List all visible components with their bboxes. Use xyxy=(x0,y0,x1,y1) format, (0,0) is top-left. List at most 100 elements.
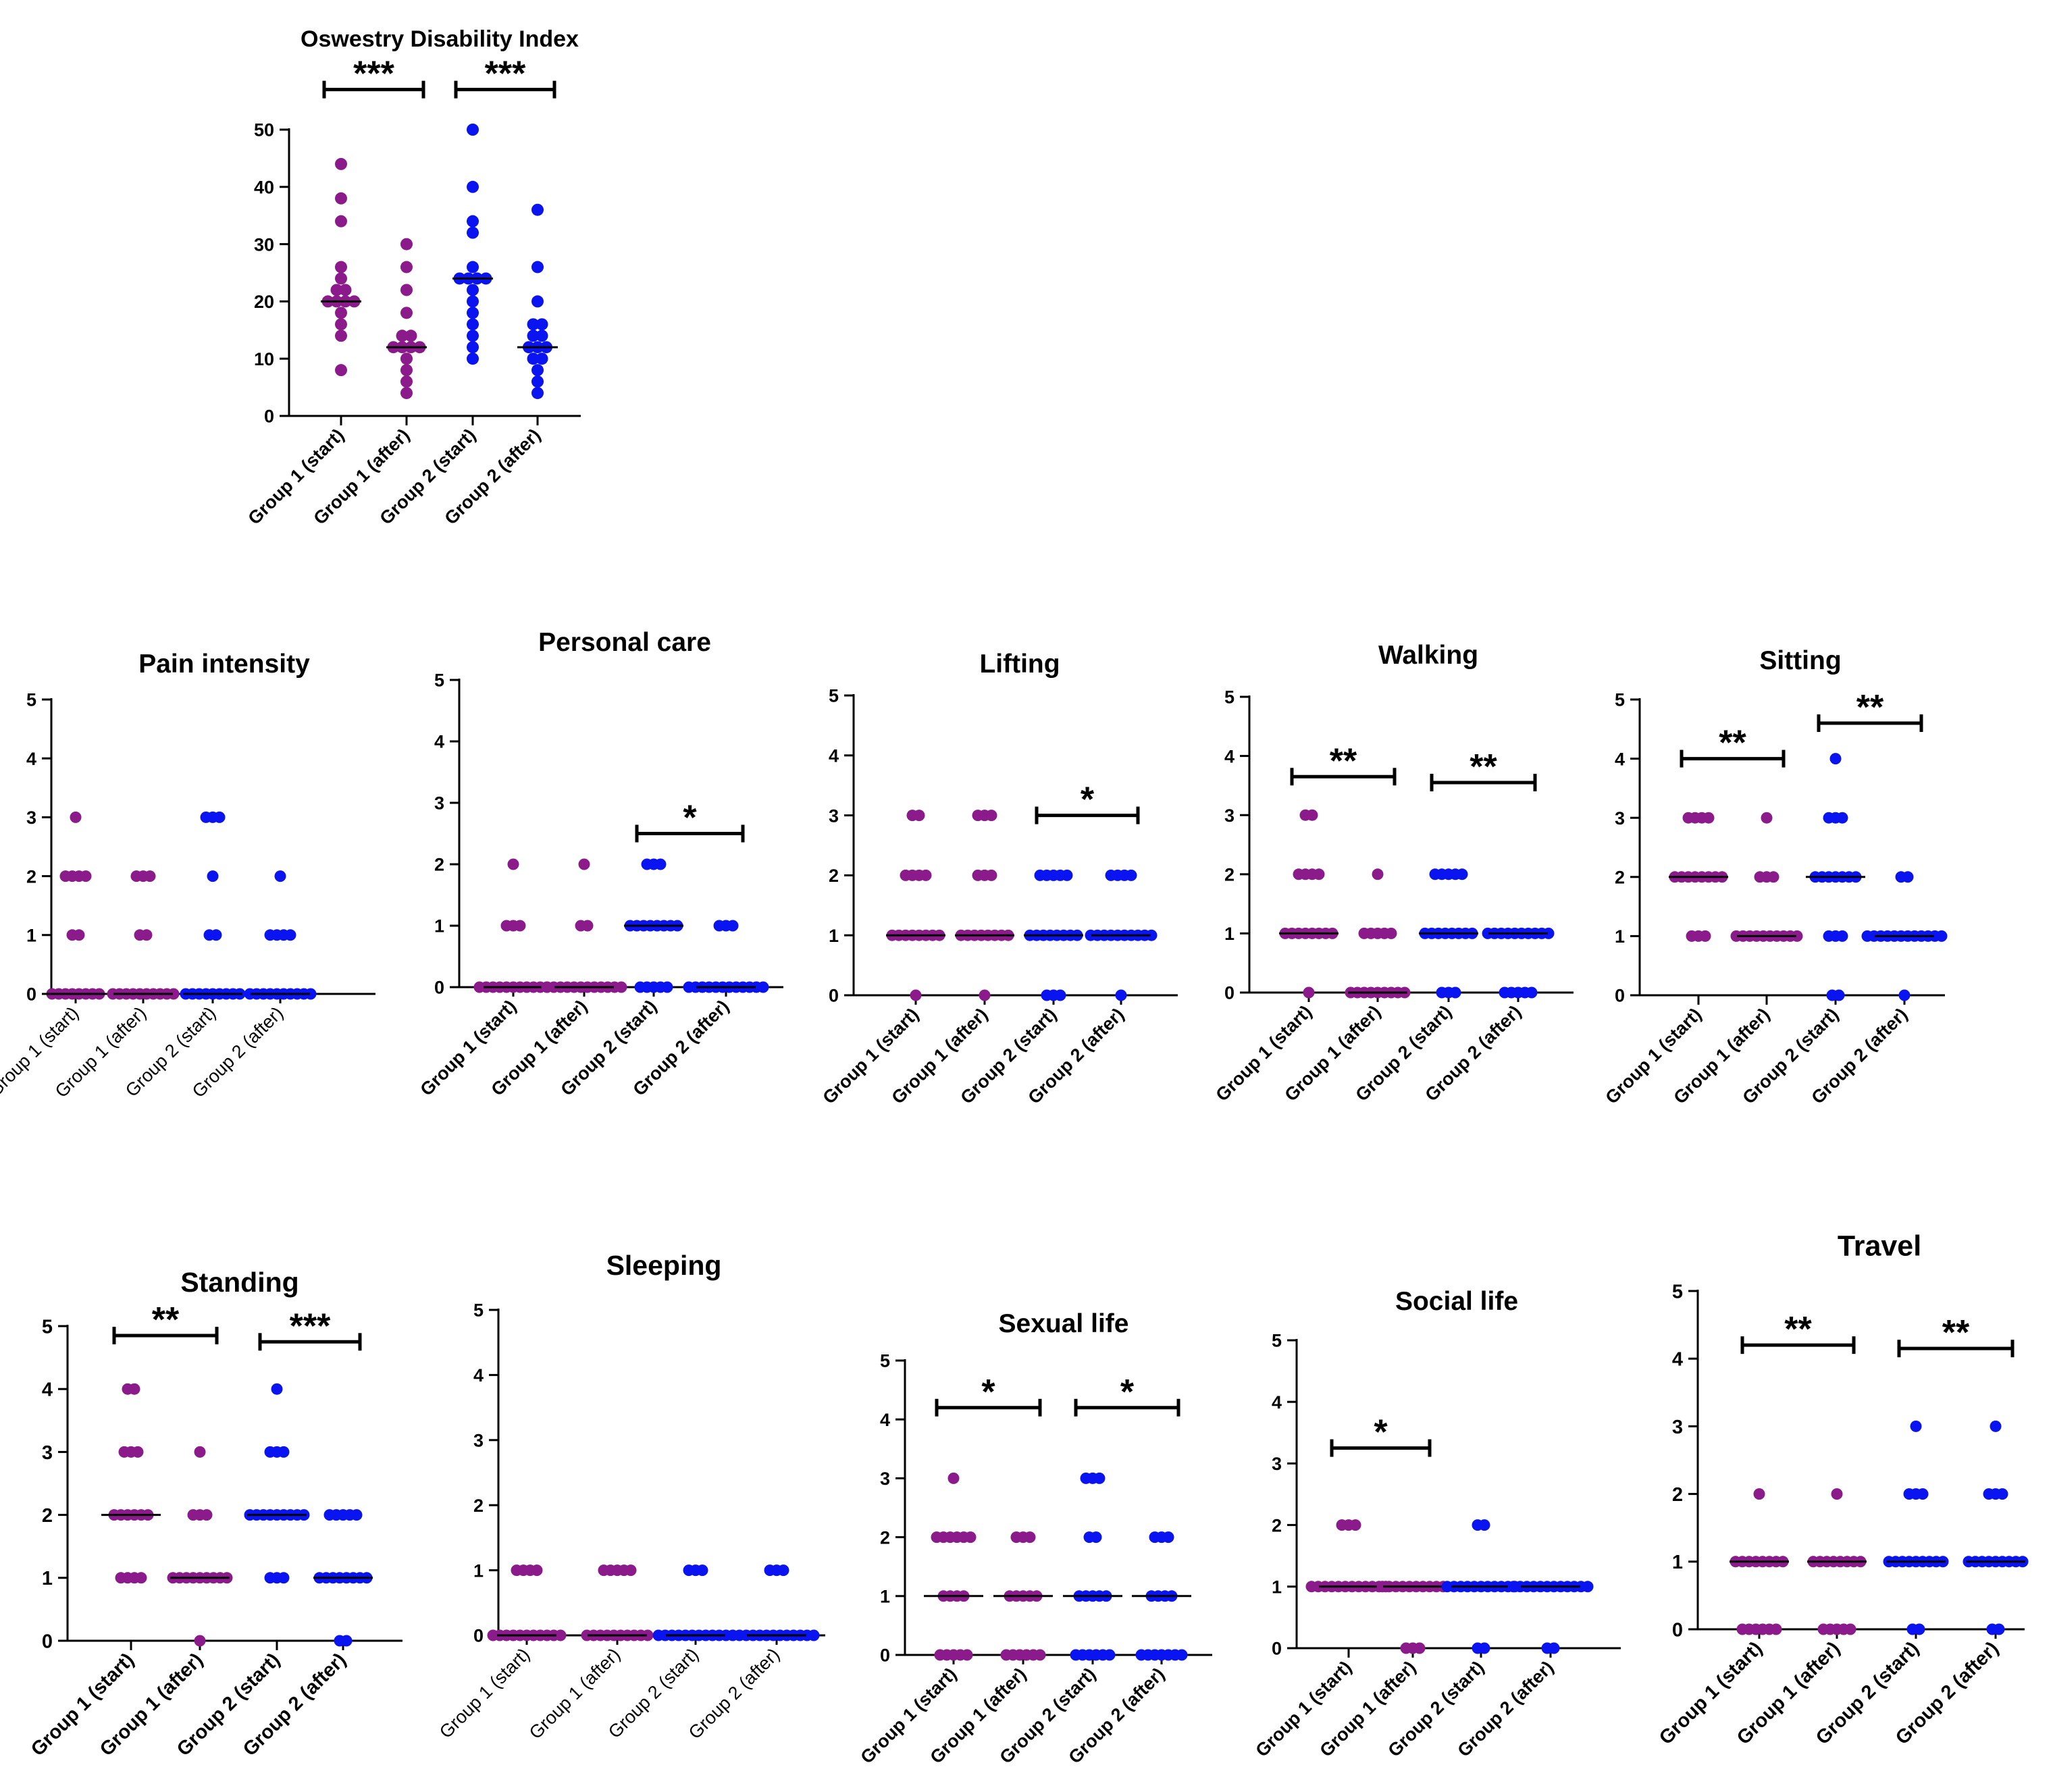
chart-title: Sleeping xyxy=(606,1250,722,1281)
data-point xyxy=(1313,868,1325,880)
data-point xyxy=(335,272,347,285)
chart-title: Sexual life xyxy=(999,1309,1129,1338)
data-point xyxy=(531,261,544,273)
y-tick-label: 2 xyxy=(42,1505,53,1527)
data-point xyxy=(527,352,540,365)
significance-stars: ** xyxy=(1784,1310,1812,1349)
data-point xyxy=(339,284,352,296)
y-tick-label: 0 xyxy=(264,406,274,427)
y-tick-label: 2 xyxy=(473,1496,484,1516)
data-point xyxy=(578,858,590,870)
data-point xyxy=(1913,1623,1925,1635)
data-point xyxy=(201,1509,213,1521)
y-tick-label: 40 xyxy=(254,178,274,198)
chart-panel-odi: Oswestry Disability Index01020304050Grou… xyxy=(244,26,581,529)
data-point xyxy=(1829,753,1842,765)
data-point xyxy=(979,989,991,1001)
data-point xyxy=(1767,871,1779,883)
y-tick-label: 4 xyxy=(829,746,839,766)
data-point xyxy=(335,215,347,228)
data-point xyxy=(335,307,347,319)
data-point xyxy=(1833,989,1845,1001)
chart-title: Pain intensity xyxy=(138,650,310,679)
data-point xyxy=(654,858,667,870)
y-tick-label: 2 xyxy=(1615,868,1625,888)
data-point xyxy=(1090,1531,1102,1544)
data-point xyxy=(467,284,479,296)
data-point xyxy=(1996,1488,2008,1500)
y-tick-label: 0 xyxy=(473,1626,484,1646)
data-point xyxy=(278,1446,290,1458)
data-point xyxy=(527,330,540,342)
data-point xyxy=(467,307,479,319)
y-tick-label: 20 xyxy=(254,292,274,312)
data-point xyxy=(531,295,544,308)
data-point xyxy=(1349,1519,1361,1531)
data-point xyxy=(1303,986,1315,999)
data-point xyxy=(1699,930,1711,942)
data-point xyxy=(1791,930,1803,942)
data-point xyxy=(1548,1642,1560,1654)
data-point xyxy=(531,364,544,377)
y-tick-label: 4 xyxy=(880,1410,890,1430)
data-point xyxy=(1761,812,1773,824)
data-point xyxy=(335,364,347,377)
significance-stars: * xyxy=(1120,1373,1135,1412)
y-tick-label: 1 xyxy=(42,1568,53,1589)
data-point xyxy=(400,284,413,296)
data-point xyxy=(80,870,92,882)
y-tick-label: 2 xyxy=(1224,865,1235,885)
data-point xyxy=(642,1629,654,1641)
data-point xyxy=(330,284,343,296)
data-point xyxy=(400,238,413,251)
y-tick-label: 0 xyxy=(880,1645,890,1666)
data-point xyxy=(350,1509,363,1521)
data-point xyxy=(1024,1531,1036,1544)
data-point xyxy=(144,870,156,882)
y-tick-label: 1 xyxy=(1615,926,1625,947)
data-point xyxy=(536,330,548,342)
data-point xyxy=(615,981,627,993)
data-point xyxy=(400,261,413,273)
data-point xyxy=(1385,927,1397,939)
data-point xyxy=(135,1572,147,1584)
y-tick-label: 5 xyxy=(880,1351,890,1371)
y-tick-label: 4 xyxy=(1224,746,1235,766)
data-point xyxy=(1902,871,1914,883)
chart-title: Sitting xyxy=(1759,646,1841,675)
y-tick-label: 1 xyxy=(880,1587,890,1607)
data-point xyxy=(194,1635,206,1647)
y-tick-label: 5 xyxy=(434,670,444,691)
data-point xyxy=(467,352,479,365)
significance-stars: *** xyxy=(485,55,526,94)
y-tick-label: 2 xyxy=(1272,1515,1282,1535)
data-point xyxy=(531,375,544,388)
data-point xyxy=(1306,809,1318,821)
data-point xyxy=(278,1572,290,1584)
data-point xyxy=(335,157,347,170)
data-point xyxy=(1526,986,1538,999)
data-point xyxy=(400,375,413,388)
data-point xyxy=(335,318,347,331)
data-point xyxy=(1103,1649,1116,1661)
data-point xyxy=(985,869,997,881)
chart-title: Lifting xyxy=(979,650,1060,679)
data-point xyxy=(1115,989,1127,1001)
y-tick-label: 2 xyxy=(829,866,839,886)
y-tick-label: 4 xyxy=(1672,1349,1683,1371)
y-tick-label: 3 xyxy=(434,793,444,814)
y-tick-label: 3 xyxy=(42,1442,53,1464)
y-tick-label: 1 xyxy=(829,926,839,946)
data-point xyxy=(1770,1623,1782,1635)
data-point xyxy=(213,811,226,823)
data-point xyxy=(554,1629,567,1641)
data-point xyxy=(727,920,739,932)
data-point xyxy=(531,203,544,216)
data-point xyxy=(128,1383,140,1395)
data-point xyxy=(1582,1581,1594,1593)
